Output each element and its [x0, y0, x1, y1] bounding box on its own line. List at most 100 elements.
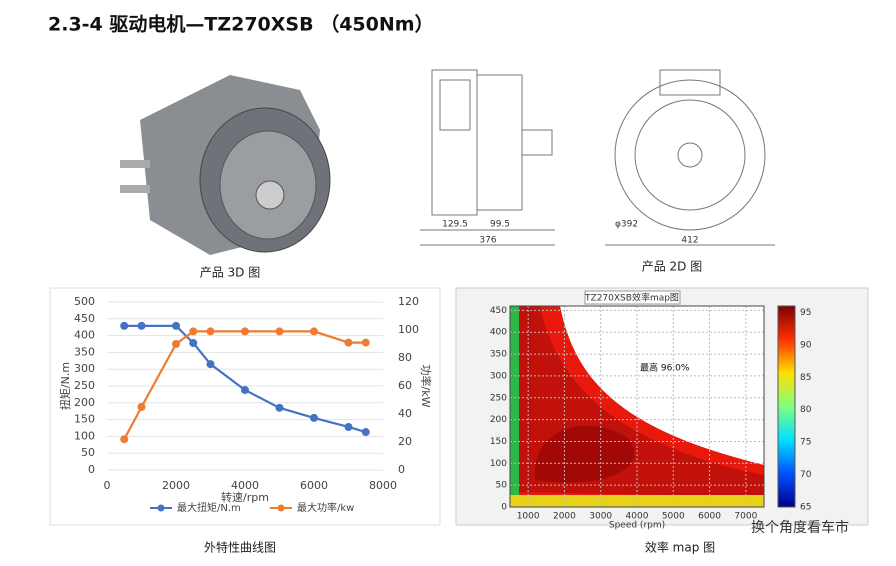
y-tick-label: 300: [490, 371, 507, 381]
colorbar-tick-label: 80: [800, 405, 812, 415]
y-tick-label: 0: [88, 463, 95, 476]
x-axis-label: 转速/rpm: [221, 490, 269, 504]
y-tick-label: 350: [490, 350, 507, 360]
chart-frame: [49, 287, 441, 526]
map-region: [534, 425, 635, 483]
y-tick-label: 250: [74, 379, 95, 392]
y-tick-label: 400: [74, 329, 95, 342]
legend-label: 最大扭矩/N.m: [177, 501, 241, 514]
point: [361, 428, 370, 437]
x-tick-label: 4000: [626, 512, 649, 522]
point: [344, 422, 353, 431]
y-tick-label: 450: [490, 306, 507, 316]
series-line: [124, 324, 367, 434]
point: [137, 403, 146, 411]
x-tick-label: 8000: [369, 479, 397, 492]
caption: 产品 3D 图: [200, 266, 261, 280]
colorbar-tick-label: 70: [800, 470, 812, 480]
annotation: 最高 96.0%: [640, 362, 690, 374]
watermark: 换个角度看车市: [751, 519, 849, 536]
motor-2d-drawing: [420, 69, 775, 246]
x-tick-label: 2000: [553, 512, 576, 522]
colorbar-tick-label: 90: [800, 340, 812, 350]
y-tick-label: 150: [490, 437, 507, 447]
point: [206, 327, 215, 336]
y2-tick-label: 20: [398, 435, 412, 448]
y-tick-label: 50: [496, 481, 508, 491]
dimension: 376: [479, 236, 496, 246]
point: [361, 338, 370, 347]
motor-3d-image: [120, 75, 331, 255]
legend-label: 最大功率/kw: [297, 501, 354, 514]
x-tick-label: 1000: [517, 512, 540, 522]
point: [310, 327, 318, 336]
x-tick-label: 2000: [162, 479, 190, 492]
colorbar-tick-label: 95: [800, 308, 811, 318]
y-tick-label: 100: [490, 459, 507, 469]
caption: 效率 map 图: [645, 540, 715, 555]
colorbar: [777, 305, 796, 508]
y-tick-label: 200: [490, 415, 507, 425]
point: [137, 321, 146, 330]
y-tick-label: 350: [74, 345, 95, 358]
y2-tick-label: 80: [398, 351, 412, 364]
y-tick-label: 150: [74, 413, 95, 426]
y-tick-label: 100: [74, 429, 95, 442]
colorbar-tick-label: 75: [800, 438, 811, 448]
map-edge: [510, 306, 519, 507]
point: [120, 321, 129, 330]
y2-tick-label: 40: [398, 407, 412, 420]
x-tick-label: 4000: [231, 479, 259, 492]
colorbar-tick-label: 65: [800, 503, 811, 513]
x-tick-label: 5000: [662, 512, 685, 522]
x-tick-label: 3000: [589, 512, 612, 522]
y-tick-label: 450: [74, 312, 95, 325]
point: [189, 327, 198, 336]
x-axis-label: Speed (rpm): [609, 521, 665, 531]
y2-tick-label: 100: [398, 323, 419, 336]
point: [120, 435, 129, 444]
y-tick-label: 50: [81, 446, 95, 459]
point: [172, 340, 180, 348]
y-tick-label: 500: [74, 295, 95, 308]
map-edge: [510, 495, 764, 507]
y-tick-label: 0: [501, 503, 507, 513]
y-tick-label: 200: [74, 396, 95, 409]
caption: 产品 2D 图: [642, 260, 703, 274]
y-tick-label: 300: [74, 362, 95, 375]
point: [275, 327, 284, 336]
point: [241, 386, 249, 395]
y2-tick-label: 120: [398, 295, 419, 308]
title: 2.3-4 驱动电机—TZ270XSB （450Nm）: [48, 13, 434, 36]
point: [310, 413, 318, 422]
y-tick-label: 400: [490, 328, 507, 338]
dimension: 129.5: [442, 220, 468, 230]
x-tick-label: 0: [104, 479, 111, 492]
legend-marker: [157, 504, 165, 512]
dimension: φ392: [615, 220, 638, 230]
point: [241, 327, 249, 336]
point: [172, 321, 180, 330]
y-tick-label: 250: [490, 393, 507, 403]
dimension: 99.5: [490, 220, 510, 230]
dimension: 412: [681, 236, 698, 246]
map-title: TZ270XSB效率map图: [584, 292, 679, 304]
point: [344, 338, 353, 347]
point: [275, 403, 284, 412]
series-line: [123, 330, 366, 440]
y2-tick-label: 0: [398, 463, 405, 476]
y2-tick-label: 60: [398, 379, 412, 392]
map-title-box: [584, 290, 681, 305]
x-tick-label: 6000: [300, 479, 328, 492]
point: [189, 338, 198, 347]
x-tick-label: 6000: [698, 512, 721, 522]
caption: 外特性曲线图: [204, 540, 276, 555]
y2-axis-label: 功率/kW: [419, 365, 433, 408]
colorbar-tick-label: 85: [800, 373, 811, 383]
point: [206, 360, 215, 369]
legend-marker: [277, 504, 285, 512]
x-tick-label: 7000: [734, 512, 757, 522]
y-axis-label: 扭矩/N.m: [58, 362, 72, 410]
map-border: [509, 305, 765, 508]
